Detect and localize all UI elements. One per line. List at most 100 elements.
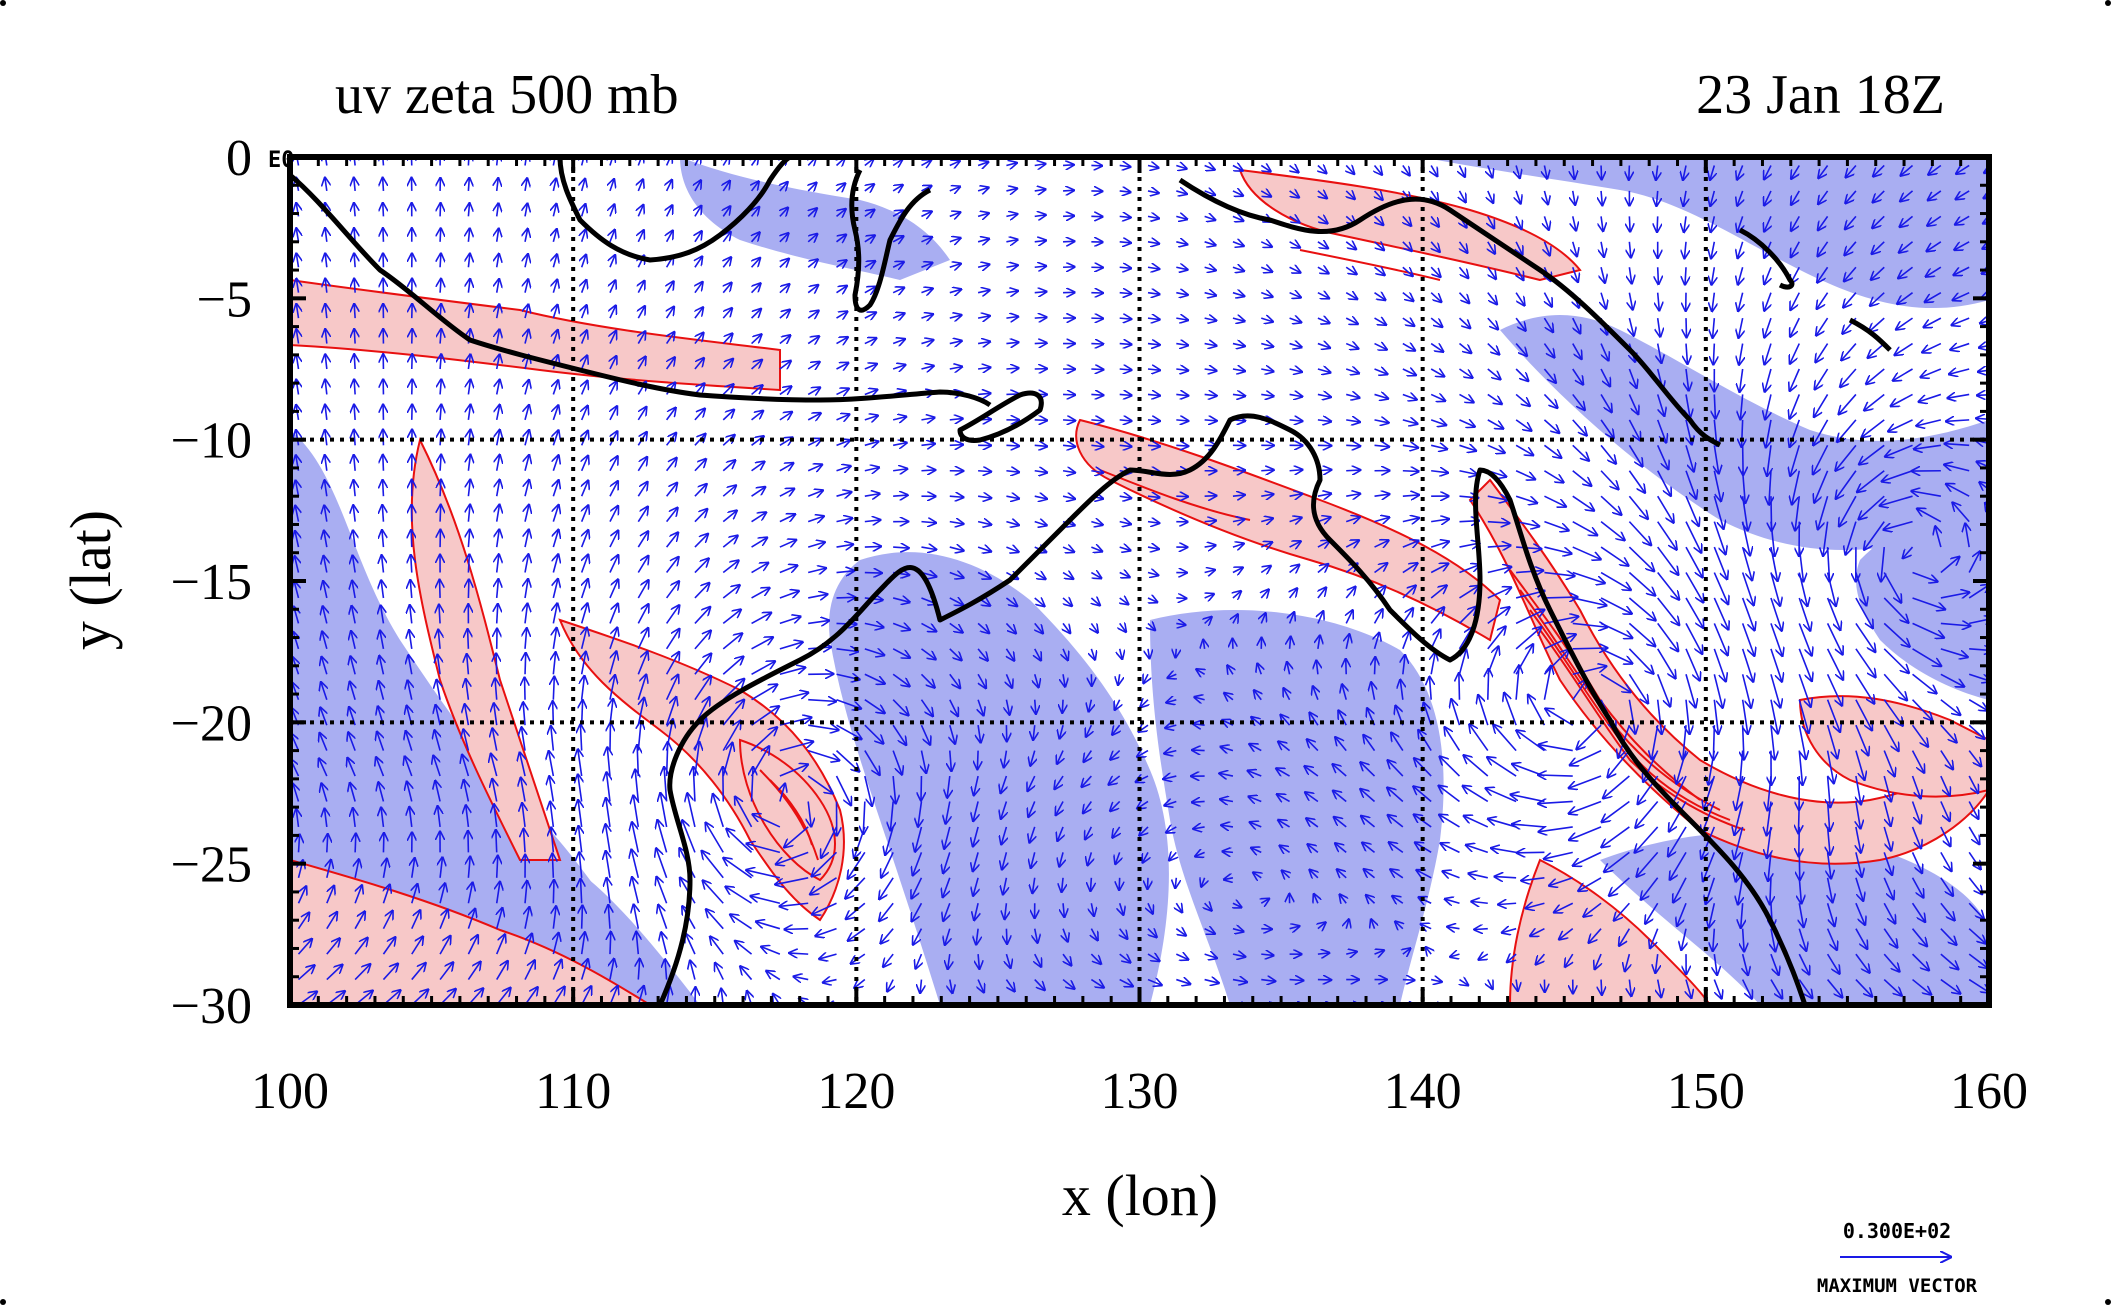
wind-vector (694, 676, 711, 701)
wind-vector (779, 387, 791, 395)
wind-vector (694, 434, 705, 446)
wind-vector (409, 631, 412, 649)
wind-vector (790, 953, 809, 954)
wind-vector (382, 911, 392, 930)
wind-vector (1119, 267, 1131, 268)
wind-vector (807, 542, 824, 547)
wind-vector (440, 480, 441, 497)
wind-vector (1402, 471, 1418, 472)
wind-vector (848, 851, 866, 878)
wind-vector (836, 235, 846, 242)
wind-vector (553, 653, 555, 675)
wind-vector (293, 632, 298, 650)
wind-vector (497, 856, 498, 878)
wind-vector (1091, 420, 1102, 421)
wind-vector (610, 357, 616, 370)
wind-vector (466, 680, 469, 700)
wind-vector (609, 628, 617, 650)
wind-vector (637, 745, 638, 777)
wind-vector (1994, 526, 1998, 547)
wind-vector (440, 229, 441, 242)
chart-title: uv zeta 500 mb (335, 64, 679, 126)
wind-vector (525, 480, 529, 497)
wind-vector (694, 409, 705, 421)
wind-vector (747, 870, 781, 879)
wind-vector (383, 229, 384, 242)
wind-vector (325, 405, 327, 420)
wind-vector (812, 851, 838, 876)
wind-vector (864, 442, 878, 446)
wind-vector (408, 656, 411, 675)
wind-vector (855, 980, 866, 988)
wind-vector (468, 305, 470, 319)
wind-vector (350, 682, 355, 700)
wind-vector (637, 556, 648, 573)
wind-vector (296, 254, 298, 268)
wind-vector (892, 262, 903, 267)
wind-vector (354, 279, 355, 293)
wind-vector (751, 638, 773, 650)
wind-vector (468, 380, 470, 395)
wind-vector (522, 804, 525, 828)
wind-vector (467, 962, 480, 981)
wind-vector (582, 506, 588, 522)
wind-vector (1119, 420, 1131, 421)
wind-vector (497, 882, 500, 904)
wind-vector (1091, 394, 1102, 395)
wind-vector (354, 481, 356, 497)
wind-vector (779, 463, 793, 470)
wind-vector (322, 632, 327, 650)
wind-vector (779, 617, 800, 625)
wind-vector (582, 306, 587, 319)
wind-vector (807, 749, 839, 761)
wind-vector (582, 331, 587, 344)
wind-vector (496, 961, 508, 980)
wind-vector (1997, 647, 2016, 649)
wind-vector (808, 700, 835, 702)
wind-vector (525, 431, 529, 446)
wind-vector (582, 933, 585, 955)
wind-vector (351, 632, 355, 650)
wind-vector (380, 631, 383, 649)
wind-vector (779, 336, 790, 344)
wind-vector (978, 471, 991, 472)
wind-vector (892, 211, 902, 216)
wind-vector (751, 563, 768, 574)
wind-vector (694, 484, 706, 497)
wind-vector (1176, 649, 1177, 657)
wind-vector (348, 733, 356, 751)
wind-vector (296, 330, 298, 344)
wind-vector (297, 939, 311, 955)
wind-vector (610, 306, 616, 319)
wind-vector (715, 963, 724, 980)
wind-vector (463, 730, 468, 751)
wind-vector (694, 654, 711, 675)
wind-vector (553, 431, 558, 446)
wind-vector (525, 229, 528, 242)
wind-vector (468, 530, 469, 548)
wind-vector (807, 439, 821, 445)
wind-vector (609, 457, 617, 472)
wind-vector (751, 685, 777, 701)
wind-vector (864, 338, 876, 343)
wind-vector (582, 381, 588, 395)
wind-vector (1119, 242, 1131, 243)
x-tick-label: 120 (817, 1063, 895, 1120)
wind-vector (665, 960, 667, 980)
wind-vector (407, 782, 412, 802)
wind-vector (892, 185, 902, 191)
wind-vector (637, 532, 648, 548)
wind-vector (807, 465, 821, 471)
wind-vector (296, 279, 298, 293)
wind-vector (381, 808, 383, 828)
wind-vector (551, 727, 553, 751)
wind-vector (723, 207, 730, 217)
wind-vector (492, 729, 496, 751)
wind-vector (694, 534, 708, 548)
wind-vector (325, 481, 327, 497)
wind-vector (497, 305, 499, 319)
corner-dot (0, 1299, 6, 1305)
wind-vector (468, 229, 469, 242)
wind-vector (468, 254, 469, 268)
wind-vector (1193, 750, 1205, 751)
